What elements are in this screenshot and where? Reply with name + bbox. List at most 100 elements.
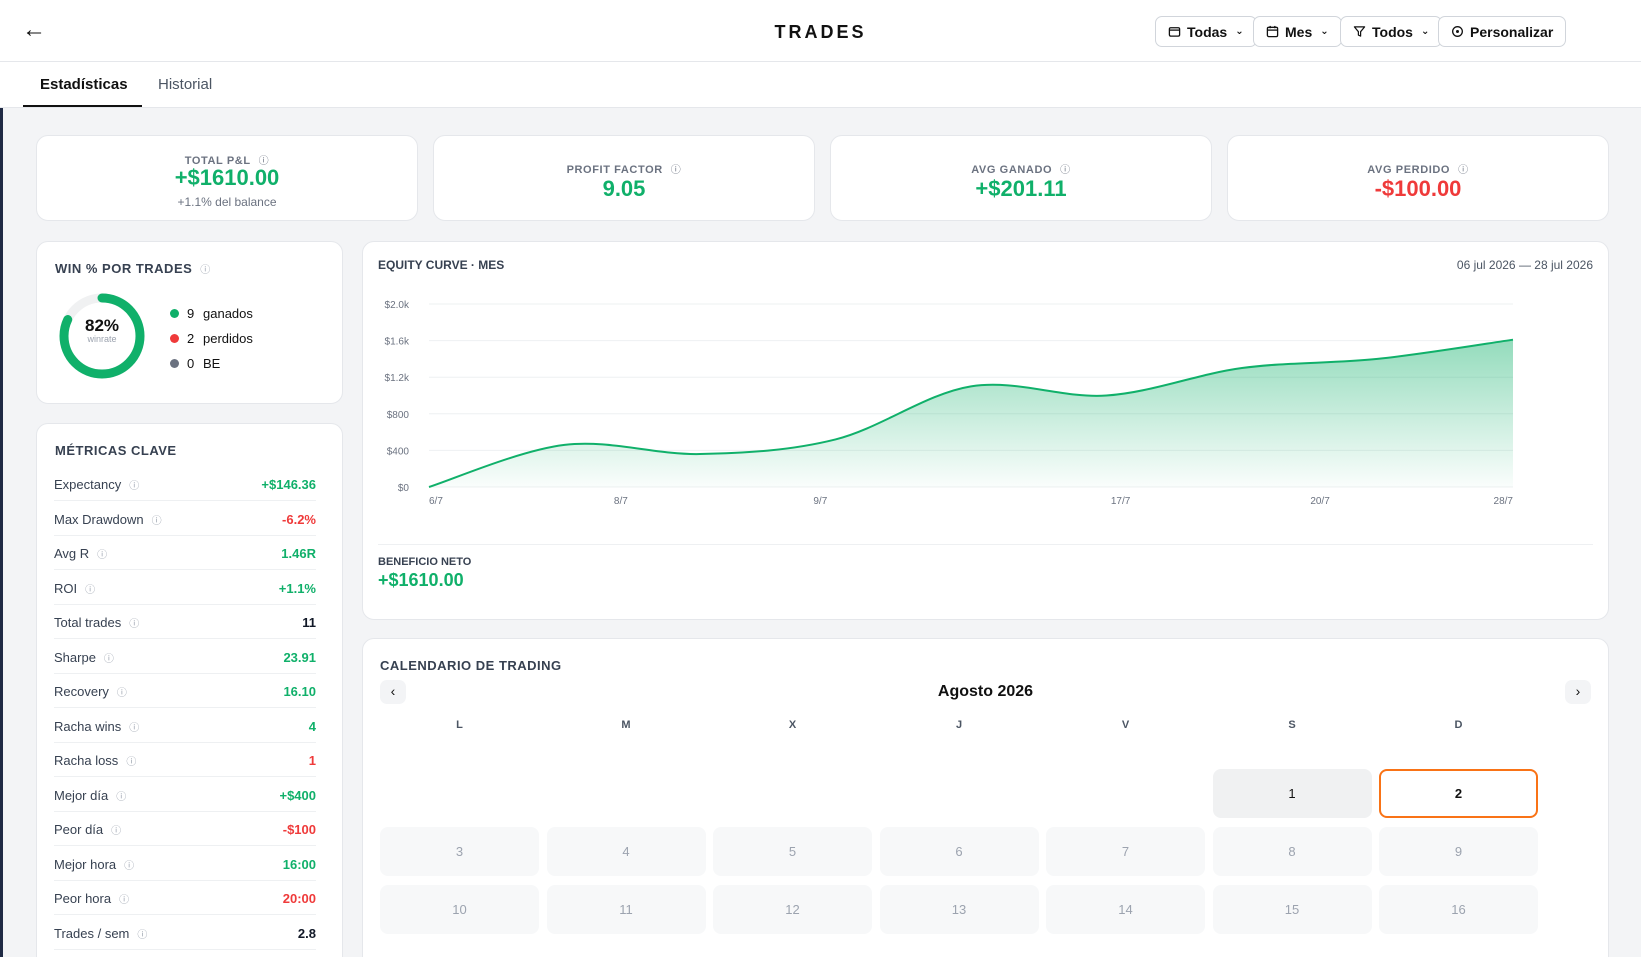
info-icon[interactable]: ⓘ [129,722,140,734]
calendar-day[interactable]: 13 [879,885,1039,934]
period-filter-label: Mes [1285,23,1313,40]
chevron-down-icon: ⌄ [1235,26,1244,37]
metric-label: ROI ⓘ [54,580,96,596]
calendar-day[interactable]: 12 [713,885,872,934]
metric-row: ROI ⓘ +1.1% [54,571,316,605]
y-tick-label: $1.2k [385,373,410,384]
y-tick-label: $0 [398,483,410,494]
metric-value: 4 [308,718,316,734]
metric-label: Sharpe ⓘ [54,649,114,665]
calendar-day[interactable]: 5 [713,827,872,876]
period-filter-button[interactable]: Mes ⌄ [1253,16,1342,47]
metric-row: Max Drawdown ⓘ -6.2% [54,502,316,536]
winrate-label: winrate [87,334,117,344]
chart-title: EQUITY CURVE · MES [378,258,505,272]
info-icon[interactable]: ⓘ [85,584,96,596]
legend-count: 0 [187,356,195,371]
metric-label: Expectancy ⓘ [54,477,140,492]
next-month-button[interactable]: › [1565,680,1591,704]
tab-estadisticas[interactable]: Estadísticas [40,76,128,93]
key-metrics-card: MÉTRICAS CLAVE Expectancy ⓘ +$146.36 Max Dr… [36,423,343,957]
calendar-day[interactable]: 10 [380,885,539,934]
calendar-day[interactable]: 14 [1046,885,1205,934]
info-icon[interactable]: ⓘ [137,929,148,941]
calendar-day[interactable]: 16 [1379,885,1538,934]
metric-label: Racha wins ⓘ [54,718,140,734]
calendar-day[interactable]: 1 [1212,769,1372,818]
calendar-day[interactable]: 9 [1379,827,1538,876]
x-tick-label: 8/7 [614,496,628,507]
info-icon[interactable]: ⓘ [200,265,211,276]
metric-value: 23.91 [283,649,316,665]
metric-label: Max Drawdown ⓘ [54,511,162,527]
legend-count: 2 [187,331,195,346]
winrate-percent: 82% [84,316,120,335]
info-icon[interactable]: ⓘ [129,619,140,630]
type-filter-button[interactable]: Todos ⌄ [1340,16,1443,47]
metric-value: 16.10 [283,684,316,699]
info-icon[interactable]: ⓘ [129,481,140,492]
calendar-day[interactable]: 4 [546,827,706,876]
winrate-donut [59,293,145,379]
header: ← TRADES Todas ⌄ Mes ⌄ Todos ⌄ Personali… [0,0,1641,62]
metric-row: Total trades ⓘ 11 [54,605,316,639]
chevron-down-icon: ⌄ [1320,26,1329,37]
back-arrow-icon[interactable]: ← [22,16,46,43]
calendar-day[interactable]: 11 [546,885,706,934]
x-tick-label: 28/7 [1494,496,1514,507]
prev-month-button[interactable]: ‹ [380,680,406,704]
calendar-day[interactable]: 8 [1212,827,1372,876]
wallet-icon [1168,27,1181,37]
tab-historial[interactable]: Historial [158,76,213,93]
customize-label: Personalizar [1470,23,1554,40]
info-icon[interactable]: ⓘ [116,791,127,803]
info-icon[interactable]: ⓘ [1458,165,1469,176]
kpi-card-avg-perdido: AVG PERDIDO ⓘ -$100.00 [1227,135,1609,221]
metric-row: Racha wins ⓘ 4 [54,709,316,743]
info-icon[interactable]: ⓘ [258,156,270,167]
metric-value: +$146.36 [261,477,316,492]
info-icon[interactable]: ⓘ [151,515,162,527]
calendar-day-today[interactable]: 2 [1379,769,1538,818]
info-icon[interactable]: ⓘ [1060,165,1071,176]
date-range: 06 jul 2026 — 28 jul 2026 [1456,258,1593,272]
metric-row: Expectancy ⓘ +$146.36 [54,467,316,501]
legend-count: 9 [187,306,195,321]
calendar-title: CALENDARIO DE TRADING [380,658,562,673]
calendar-day[interactable]: 15 [1212,885,1372,934]
legend-label: ganados [203,306,253,321]
win-rate-card: WIN % POR TRADES ⓘ 82% winrate 9 ganados … [36,241,343,404]
customize-button[interactable]: Personalizar [1438,16,1567,47]
account-filter-button[interactable]: Todas ⌄ [1155,16,1257,47]
metric-row: Trades / sem ⓘ 2.8 [54,916,316,950]
kpi-label: PROFIT FACTOR ⓘ [566,164,682,176]
y-tick-label: $1.6k [385,337,410,348]
weekday-header: V [1121,719,1130,731]
info-icon[interactable]: ⓘ [119,895,130,906]
metric-value: -$100 [282,822,316,837]
y-tick-label: $400 [387,446,410,457]
calendar-day[interactable]: 6 [879,827,1039,876]
weekday-header: M [621,719,631,731]
info-icon[interactable]: ⓘ [670,165,682,176]
info-icon[interactable]: ⓘ [126,757,137,768]
customize-icon [1452,26,1463,37]
calendar-day[interactable]: 3 [380,827,539,876]
y-tick-label: $800 [387,410,410,421]
calendar-day[interactable]: 7 [1046,827,1205,876]
weekday-header: X [788,719,797,731]
info-icon[interactable]: ⓘ [111,826,122,837]
info-icon[interactable]: ⓘ [116,688,127,699]
donut-win-arc [59,293,145,379]
metric-row: Peor día ⓘ -$100 [54,812,316,846]
key-metrics-title: MÉTRICAS CLAVE [55,443,177,458]
info-icon[interactable]: ⓘ [124,860,135,872]
metric-label: Mejor hora ⓘ [54,856,135,872]
x-tick-label: 17/7 [1111,496,1131,507]
info-icon[interactable]: ⓘ [97,550,108,561]
metric-row: Recovery ⓘ 16.10 [54,674,316,708]
x-tick-label: 20/7 [1310,496,1330,507]
metric-label: Total trades ⓘ [54,615,140,630]
info-icon[interactable]: ⓘ [103,653,114,665]
